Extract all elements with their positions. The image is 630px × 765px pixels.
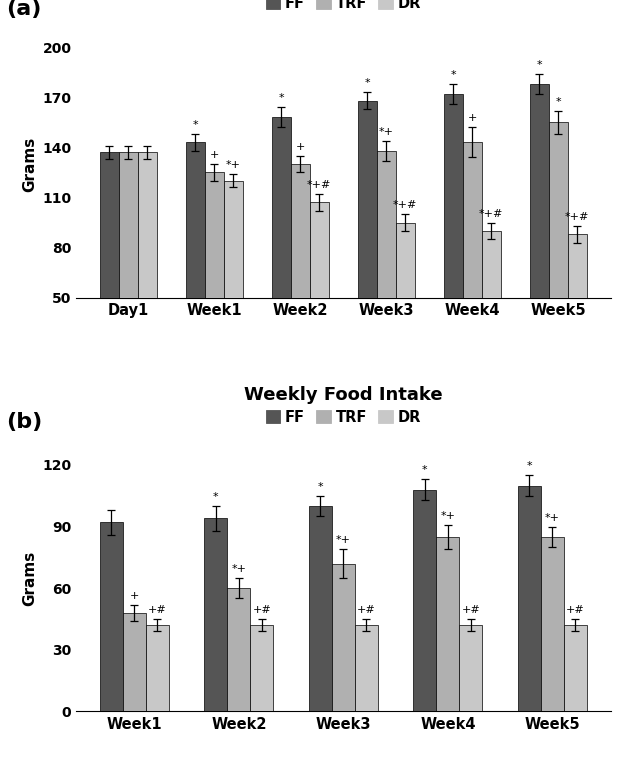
Bar	[227, 588, 250, 711]
Text: *+#: *+#	[565, 212, 590, 222]
Text: +: +	[130, 591, 139, 601]
Bar	[119, 152, 138, 381]
Bar	[564, 625, 587, 711]
Bar	[309, 506, 332, 711]
Bar	[518, 486, 541, 711]
Text: *+#: *+#	[479, 209, 503, 219]
Bar	[437, 537, 459, 711]
Text: *+: *+	[226, 160, 241, 170]
Bar	[568, 234, 587, 381]
Bar	[482, 231, 501, 381]
Text: +#: +#	[253, 605, 272, 615]
Text: *: *	[365, 78, 370, 88]
Text: *+: *+	[231, 564, 246, 574]
Legend: FF, TRF, DR: FF, TRF, DR	[260, 0, 427, 17]
Bar	[186, 142, 205, 381]
Text: (a): (a)	[6, 0, 42, 18]
Bar	[549, 122, 568, 381]
Text: *: *	[318, 482, 323, 492]
Bar	[205, 172, 224, 381]
Text: *: *	[422, 465, 428, 475]
Y-axis label: Grams: Grams	[22, 136, 37, 192]
Text: *+: *+	[379, 127, 394, 137]
Bar	[463, 142, 482, 381]
Text: (b): (b)	[6, 412, 42, 432]
Bar	[138, 152, 157, 381]
Bar	[377, 151, 396, 381]
Bar	[204, 519, 227, 711]
Text: +: +	[210, 150, 219, 160]
Text: +: +	[467, 113, 477, 123]
Bar	[541, 537, 564, 711]
Text: *: *	[537, 60, 542, 70]
Text: +#: +#	[148, 605, 167, 615]
Text: *+: *+	[440, 510, 455, 520]
Bar	[444, 94, 463, 381]
Text: *+: *+	[336, 536, 351, 545]
Bar	[396, 223, 415, 381]
Bar	[291, 164, 310, 381]
Bar	[358, 101, 377, 381]
Bar	[250, 625, 273, 711]
Text: *: *	[193, 120, 198, 130]
Title: Weekly Food Intake: Weekly Food Intake	[244, 386, 443, 404]
Bar	[100, 522, 123, 711]
Text: *: *	[527, 461, 532, 471]
Bar	[123, 613, 146, 711]
Text: +: +	[295, 142, 305, 151]
Text: *+#: *+#	[307, 180, 331, 190]
Text: *: *	[556, 96, 561, 106]
Bar	[332, 564, 355, 711]
Bar	[272, 117, 291, 381]
Bar	[530, 84, 549, 381]
Bar	[146, 625, 169, 711]
Bar	[413, 490, 437, 711]
Text: +#: +#	[566, 605, 585, 615]
Bar	[355, 625, 378, 711]
Text: +#: +#	[357, 605, 375, 615]
Text: *: *	[278, 93, 284, 103]
Legend: FF, TRF, DR: FF, TRF, DR	[260, 404, 427, 431]
Text: *: *	[213, 492, 219, 502]
Bar	[224, 181, 243, 381]
Y-axis label: Grams: Grams	[22, 550, 37, 606]
Text: *: *	[450, 70, 456, 80]
Text: +#: +#	[461, 605, 480, 615]
Text: *+#: *+#	[393, 200, 418, 210]
Bar	[459, 625, 483, 711]
Bar	[100, 152, 119, 381]
Text: *+: *+	[545, 513, 560, 522]
Bar	[310, 203, 329, 381]
